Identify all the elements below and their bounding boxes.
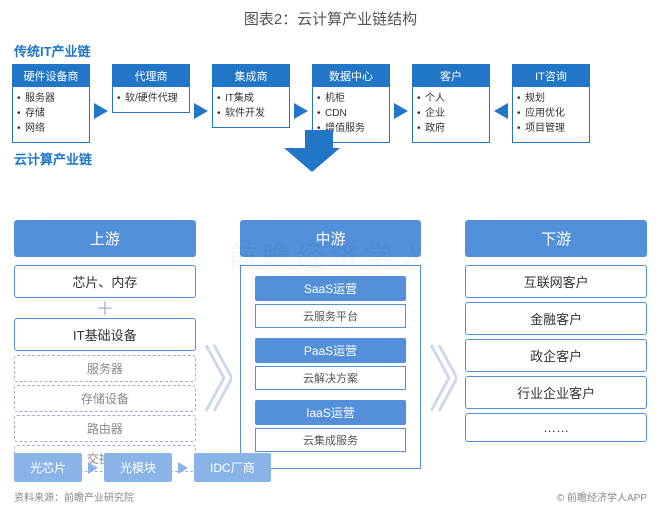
- upstream-header: 上游: [14, 220, 196, 257]
- top-node-title: 客户: [413, 65, 489, 87]
- top-node-item: 政府: [425, 121, 483, 136]
- midstream-col: 中游 SaaS运营云服务平台 PaaS运营云解决方案 IaaS运营云集成服务: [240, 220, 422, 469]
- mid-block: PaaS运营云解决方案: [255, 338, 407, 390]
- top-node-item: 服务器: [25, 91, 83, 106]
- arrow-icon: [194, 103, 208, 119]
- top-node-item: CDN: [325, 106, 383, 121]
- top-node: 硬件设备商服务器存储网络: [12, 64, 90, 143]
- top-node-title: 硬件设备商: [13, 65, 89, 87]
- upstream-sub-item: 服务器: [14, 355, 196, 382]
- downstream-item: 金融客户: [465, 302, 647, 335]
- arrow-icon: [88, 462, 98, 474]
- bottom-node: 光芯片: [14, 453, 82, 482]
- top-node-item: 软/硬件代理: [125, 91, 183, 106]
- arrow-icon: [394, 103, 408, 119]
- source-text: 资料来源：前瞻产业研究院: [14, 489, 134, 504]
- upstream-block1: 芯片、内存: [14, 265, 196, 298]
- top-node-item: 存储: [25, 106, 83, 121]
- top-node: 集成商 IT集成软件开发: [212, 64, 290, 128]
- traditional-label: 传统IT产业链: [14, 41, 661, 60]
- downstream-item: 行业企业客户: [465, 376, 647, 409]
- upstream-block2: IT基础设备: [14, 318, 196, 351]
- mid-block: IaaS运营云集成服务: [255, 400, 407, 452]
- downstream-header: 下游: [465, 220, 647, 257]
- chevron-right-icon: [204, 343, 232, 413]
- mid-block-sub: 云服务平台: [255, 304, 407, 328]
- top-node-item: 个人: [425, 91, 483, 106]
- top-node: 代理商软/硬件代理: [112, 64, 190, 113]
- downstream-item: ……: [465, 413, 647, 442]
- bottom-node: 光模块: [104, 453, 172, 482]
- top-node-item: 企业: [425, 106, 483, 121]
- top-node-item: 项目管理: [525, 121, 583, 136]
- mid-block-title: PaaS运营: [255, 338, 407, 363]
- upstream-sub-item: 路由器: [14, 415, 196, 442]
- arrow-icon: [494, 103, 508, 119]
- main-columns: 上游 芯片、内存 ＋ IT基础设备 服务器存储设备路由器交换机 中游 SaaS运…: [0, 172, 661, 475]
- mid-block-sub: 云解决方案: [255, 366, 407, 390]
- upstream-sub-item: 存储设备: [14, 385, 196, 412]
- top-node: IT咨询规划应用优化项目管理: [512, 64, 590, 143]
- mid-block-title: IaaS运营: [255, 400, 407, 425]
- top-node-item: 机柜: [325, 91, 383, 106]
- mid-block: SaaS运营云服务平台: [255, 276, 407, 328]
- chevron-right-icon: [429, 343, 457, 413]
- upstream-col: 上游 芯片、内存 ＋ IT基础设备 服务器存储设备路由器交换机: [14, 220, 196, 475]
- top-node-title: 代理商: [113, 65, 189, 87]
- top-node-title: 集成商: [213, 65, 289, 87]
- bottom-node: IDC厂商: [194, 453, 271, 482]
- arrow-icon: [94, 103, 108, 119]
- downstream-item: 互联网客户: [465, 265, 647, 298]
- down-arrow: [298, 130, 340, 172]
- mid-block-title: SaaS运营: [255, 276, 407, 301]
- top-node-item: 软件开发: [225, 106, 283, 121]
- top-node-item: 规划: [525, 91, 583, 106]
- bottom-chain: 光芯片光模块 IDC厂商: [14, 453, 271, 482]
- top-node-title: IT咨询: [513, 65, 589, 87]
- top-node-item: IT集成: [225, 91, 283, 106]
- top-node-title: 数据中心: [313, 65, 389, 87]
- chart-title: 图表2：云计算产业链结构: [0, 0, 661, 39]
- downstream-col: 下游 互联网客户金融客户政企客户行业企业客户 ……: [465, 220, 647, 446]
- midstream-header: 中游: [240, 220, 422, 257]
- footer: 资料来源：前瞻产业研究院 © 前瞻经济学人APP: [14, 489, 647, 504]
- arrow-icon: [294, 103, 308, 119]
- mid-block-sub: 云集成服务: [255, 428, 407, 452]
- plus-icon: ＋: [14, 302, 196, 316]
- arrow-icon: [178, 462, 188, 474]
- downstream-item: 政企客户: [465, 339, 647, 372]
- top-node-item: 网络: [25, 121, 83, 136]
- top-node-item: 应用优化: [525, 106, 583, 121]
- copyright-text: © 前瞻经济学人APP: [557, 489, 647, 504]
- top-node: 客户个人企业政府: [412, 64, 490, 143]
